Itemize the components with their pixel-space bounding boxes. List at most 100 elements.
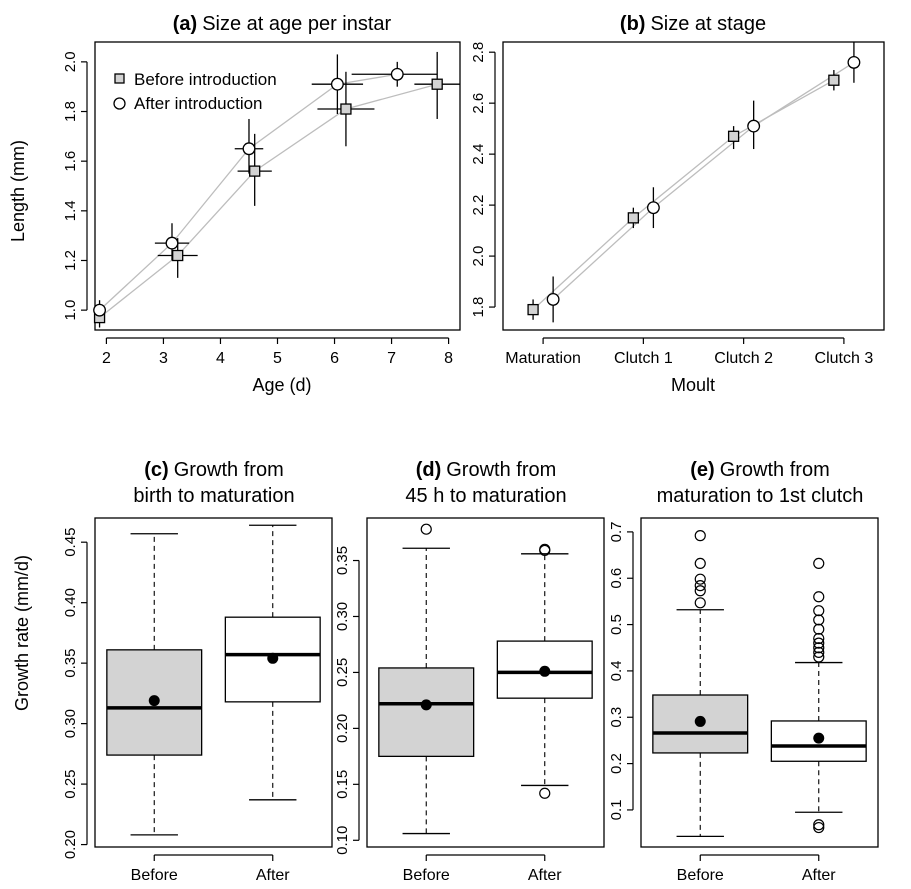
panel-b-xlabel: Moult	[671, 375, 715, 395]
panel-a-y-tick-label: 1.6	[62, 151, 79, 172]
panel-c-y-tick-label: 0.40	[62, 588, 79, 617]
data-point-circle-marker	[165, 236, 179, 250]
outlier-point	[694, 557, 706, 570]
panel-a-plot: 1.0 1.2 1.4 1.6 1.8 2.0 2 3 4 5 6 7 8	[62, 41, 461, 367]
panel-d-y-tick-label: 0.35	[334, 546, 351, 575]
panel-a-y-tick-label: 1.8	[62, 101, 79, 122]
panel-e-y-tick-label: 0.7	[608, 521, 625, 542]
panel-d-y-tick-label: 0.20	[334, 714, 351, 743]
panel-d-x-tick-label: After	[528, 867, 562, 884]
panel-d-y-tick-label: 0.30	[334, 602, 351, 631]
panel-e-title-text: Growth from	[720, 459, 830, 481]
series-line	[552, 61, 855, 300]
outlier-point	[813, 637, 825, 649]
outlier-point	[813, 819, 825, 831]
panel-a: (a) Size at age per instar 1.01.21.41.61.…	[8, 13, 461, 395]
panel-a-x-tick-label: 5	[273, 350, 282, 367]
panel-d-title-line1: (d) Growth from	[416, 459, 557, 481]
outlier-point	[694, 597, 706, 609]
panel-c-plot: 0.20 0.25 0.30 0.35 0.40 0.45 Before After	[62, 517, 333, 884]
panel-c-x-tick-label: Before	[131, 867, 178, 884]
mean-point	[267, 652, 279, 664]
data-point-circle-marker	[93, 303, 107, 317]
panel-d-x-tick-label: Before	[403, 867, 450, 884]
outlier-point	[539, 543, 551, 555]
panel-b-y-tick-label: 2.6	[470, 93, 487, 114]
panel-d-y-tick-label: 0.25	[334, 658, 351, 687]
panel-e-y-tick-label: 0.5	[608, 614, 625, 635]
panel-e-y-tick-label: 0.2	[608, 753, 625, 774]
data-point-square-marker	[249, 165, 261, 177]
panel-b-y-tick-label: 2.8	[470, 42, 487, 63]
data-point-circle-marker	[330, 77, 344, 91]
outlier-point	[813, 614, 825, 626]
panel-c-frame	[94, 517, 333, 848]
panel-a-y-tick-label: 1.2	[62, 250, 79, 271]
panel-c-ylabel: Growth rate (mm/d)	[12, 555, 32, 711]
data-point-square-marker	[431, 78, 443, 90]
panel-c-title-line2: birth to maturation	[133, 485, 294, 507]
mean-point	[539, 665, 551, 677]
legend-after-label: After introduction	[134, 94, 263, 113]
panel-e-y-tick-label: 0.4	[608, 660, 625, 681]
panel-d-title-line2: 45 h to maturation	[405, 485, 566, 507]
panel-d-frame	[366, 517, 605, 848]
panel-e-title-line2: maturation to 1st clutch	[657, 485, 864, 507]
panel-c-y-tick-label: 0.20	[62, 830, 79, 859]
panel-a-x-tick-label: 3	[159, 350, 168, 367]
panel-e-title-line1: (e) Growth from	[690, 459, 829, 481]
panel-b: (b) Size at stage 1.8 2.0 2.2 2.4 2.6 2.8 Matur…	[470, 13, 885, 395]
panel-c-y-tick-label: 0.25	[62, 770, 79, 799]
panel-d-y-tick-label: 0.15	[334, 770, 351, 799]
outlier-point	[694, 573, 706, 585]
panel-e: (e) Growth from maturation to 1st clutch …	[608, 459, 879, 884]
outlier-point	[694, 530, 706, 542]
data-point-circle-marker	[546, 292, 560, 306]
box-before	[378, 667, 475, 758]
panel-b-frame	[502, 41, 885, 331]
data-point-circle-marker	[847, 55, 861, 69]
outlier-point	[813, 605, 825, 617]
mean-point	[148, 695, 160, 707]
panel-b-y-tick-label: 2.0	[470, 246, 487, 267]
panel-a-frame	[94, 41, 461, 331]
series-line	[532, 79, 835, 311]
panel-e-x-tick-label: After	[802, 867, 836, 884]
panel-a-x-tick-label: 6	[330, 350, 339, 367]
panel-a-x-tick-label: 4	[216, 350, 225, 367]
legend-before-marker	[114, 73, 125, 84]
panel-a-ylabel: Length (mm)	[8, 140, 28, 242]
outlier-point	[539, 787, 551, 799]
legend-after-marker	[113, 97, 126, 110]
panel-e-x-tick-label: Before	[677, 867, 724, 884]
panel-b-letter: (b)	[620, 13, 646, 35]
outlier-point	[813, 651, 825, 663]
data-point-circle-marker	[390, 67, 404, 81]
mean-point	[813, 732, 825, 744]
mean-point	[694, 715, 706, 727]
panel-b-x-tick-label: Maturation	[505, 350, 581, 367]
series-line	[99, 83, 438, 319]
panel-a-title: (a) Size at age per instar	[173, 13, 392, 35]
panel-c-y-tick-label: 0.30	[62, 709, 79, 738]
outlier-point	[420, 523, 432, 535]
data-point-square-marker	[172, 249, 184, 262]
panel-c-title-line1: (c) Growth from	[144, 459, 283, 481]
panel-e-y-tick-label: 0.6	[608, 568, 625, 589]
panel-a-title-text: Size at age per instar	[202, 13, 391, 35]
panel-b-plot: 1.8 2.0 2.2 2.4 2.6 2.8 Maturation Clutch 1 Clut…	[470, 41, 885, 367]
panel-d-y-tick-label: 0.10	[334, 826, 351, 855]
panel-c-x-tick-label: After	[256, 867, 290, 884]
panel-d-plot: 0.10 0.15 0.20 0.25 0.30 0.35 Before After	[334, 517, 605, 884]
data-point-square-marker	[627, 212, 639, 224]
panel-a-letter: (a)	[173, 13, 197, 35]
panel-e-y-tick-label: 0.1	[608, 799, 625, 820]
panel-b-y-tick-label: 2.4	[470, 144, 487, 165]
data-point-circle-marker	[646, 201, 660, 215]
panel-a-x-tick-label: 2	[102, 350, 111, 367]
panel-d-title-text: Growth from	[446, 459, 556, 481]
panel-b-title-text: Size at stage	[650, 13, 766, 35]
data-point-circle-marker	[747, 119, 761, 133]
outlier-point	[813, 646, 825, 658]
outlier-point	[694, 585, 706, 597]
